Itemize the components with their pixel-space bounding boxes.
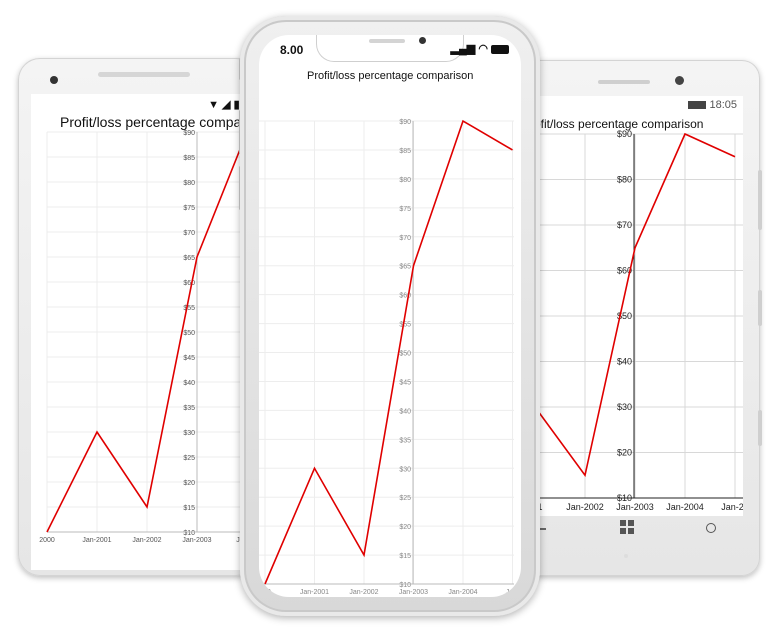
y-tick-label: $25: [399, 495, 411, 502]
y-tick-label: $85: [183, 155, 195, 162]
x-tick-label: Jan-2001: [82, 537, 111, 544]
wifi-icon: ◠: [478, 43, 488, 55]
y-tick-label: $30: [183, 430, 195, 437]
windows-side-button-1: [758, 170, 762, 230]
android-speaker: [98, 72, 190, 77]
y-tick-label: $20: [183, 480, 195, 487]
windows-camera: [675, 76, 684, 85]
home-indicator-dot: [624, 554, 628, 558]
series-line: [264, 119, 513, 585]
windows-device: 18:05 ofit/loss percentage comparison $1…: [520, 60, 762, 576]
y-tick-label: $90: [183, 130, 195, 137]
windows-side-button-3: [758, 410, 762, 446]
y-tick-label: $10: [399, 582, 411, 589]
x-tick-label: 000: [259, 589, 271, 596]
x-tick-label: Jan-: [506, 589, 520, 596]
search-icon[interactable]: [706, 523, 716, 533]
iphone-camera: [419, 37, 426, 44]
y-tick-label: $60: [617, 266, 632, 276]
y-tick-label: $30: [617, 402, 632, 412]
signal-icon: ◢: [222, 99, 231, 111]
windows-status-time: 18:05: [709, 99, 737, 111]
y-tick-label: $50: [617, 311, 632, 321]
iphone-speaker: [369, 39, 405, 43]
battery-icon: [688, 101, 707, 110]
x-tick-label: Jan-2004: [448, 589, 477, 596]
y-tick-label: $55: [183, 305, 195, 312]
x-tick-label: Jan-2001: [300, 589, 329, 596]
battery-icon: [491, 44, 509, 54]
y-tick-label: $50: [183, 330, 195, 337]
y-tick-label: $75: [399, 206, 411, 213]
windows-speaker: [598, 80, 650, 84]
y-tick-label: $60: [183, 280, 195, 287]
android-chart-title: Profit/loss percentage comparis: [60, 114, 257, 130]
y-tick-label: $90: [399, 119, 411, 126]
x-tick-label: Jan-2002: [566, 502, 604, 512]
y-tick-label: $85: [399, 148, 411, 155]
wifi-icon: ▼: [208, 99, 219, 111]
y-tick-label: $15: [183, 505, 195, 512]
y-tick-label: $80: [617, 175, 632, 185]
x-tick-label: Jan-20: [721, 502, 743, 512]
android-device: ▼ ◢ ▮ 8.0 Profit/loss percentage compari…: [18, 58, 258, 576]
back-icon[interactable]: [536, 528, 546, 530]
x-tick-label: Jan-2003: [616, 502, 654, 512]
windows-start-icon[interactable]: [620, 520, 634, 534]
iphone-device: 8.00 ▂▄▆ ◠ Profit/loss percentage compar…: [239, 16, 540, 616]
android-chart: $10 $15 $20 $25 $30 $35 $40 $45 $50 $55 $60 $65 $70 $…: [39, 130, 258, 544]
iphone-chart: $10 $15 $20 $25 $30 $35 $40 $45 $50 $55 $60 $65 $70 $…: [259, 119, 520, 596]
x-tick-label: Jan-2004: [666, 502, 704, 512]
y-tick-label: $45: [183, 355, 195, 362]
android-screen: ▼ ◢ ▮ 8.0 Profit/loss percentage compari…: [31, 94, 258, 570]
y-tick-label: $20: [617, 448, 632, 458]
y-tick-label: $15: [399, 553, 411, 560]
y-tick-label: $75: [183, 205, 195, 212]
signal-icon: ▂▄▆: [450, 43, 476, 55]
x-tick-label: Jan-2003: [399, 589, 428, 596]
windows-status-bar: 18:05: [688, 99, 737, 111]
y-tick-label: $20: [399, 524, 411, 531]
y-tick-label: $65: [399, 264, 411, 271]
y-tick-label: $35: [399, 437, 411, 444]
iphone-status-icons: ▂▄▆ ◠: [451, 42, 509, 55]
x-tick-label: Jan-2002: [349, 589, 378, 596]
windows-chart: $10$20$30$40$50$60$70$80$90001Jan-2002Ja…: [520, 129, 743, 512]
y-tick-label: $70: [399, 235, 411, 242]
iphone-chart-title: Profit/loss percentage comparison: [307, 70, 474, 82]
y-tick-label: $70: [617, 220, 632, 230]
y-tick-label: $70: [183, 230, 195, 237]
y-tick-label: $10: [183, 530, 195, 537]
y-tick-label: $45: [399, 379, 411, 386]
y-tick-label: $65: [183, 255, 195, 262]
windows-screen: 18:05 ofit/loss percentage comparison $1…: [520, 96, 743, 516]
y-tick-label: $60: [399, 293, 411, 300]
y-tick-label: $90: [617, 129, 632, 139]
x-tick-label: 2000: [39, 537, 55, 544]
y-tick-label: $30: [399, 466, 411, 473]
y-tick-label: $40: [617, 357, 632, 367]
iphone-status-time: 8.00: [280, 43, 304, 57]
battery-icon: ▮: [233, 99, 240, 111]
windows-chart-title: ofit/loss percentage comparison: [534, 117, 704, 131]
y-tick-label: $55: [399, 322, 411, 329]
windows-side-button-2: [758, 290, 762, 326]
y-tick-label: $35: [183, 405, 195, 412]
y-tick-label: $40: [183, 380, 195, 387]
x-tick-label: Jan-2003: [182, 537, 211, 544]
y-tick-label: $50: [399, 351, 411, 358]
y-tick-label: $80: [399, 177, 411, 184]
windows-nav-bar: [520, 518, 743, 558]
y-tick-label: $40: [399, 408, 411, 415]
y-tick-label: $25: [183, 455, 195, 462]
y-tick-label: $80: [183, 180, 195, 187]
android-camera: [50, 76, 58, 84]
iphone-screen: 8.00 ▂▄▆ ◠ Profit/loss percentage compar…: [259, 35, 521, 597]
x-tick-label: Jan-2002: [132, 537, 161, 544]
